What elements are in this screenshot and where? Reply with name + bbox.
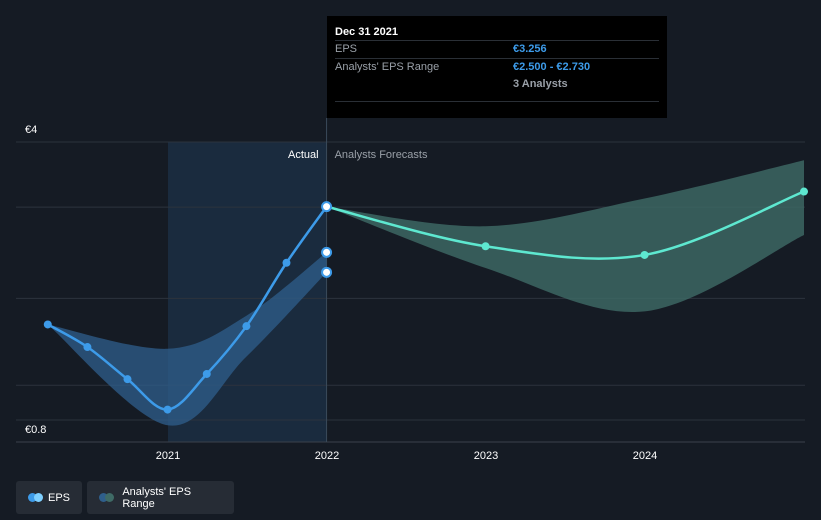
region-labels: Actual Analysts Forecasts <box>288 149 428 161</box>
eps-point <box>43 320 52 329</box>
tooltip-row-analysts: 3 Analysts <box>335 76 659 93</box>
eps-range-endpoint <box>321 266 333 278</box>
legend-eps-label: EPS <box>47 491 70 504</box>
y-tick-bottom: €0.8 <box>25 424 47 436</box>
eps-point <box>83 343 92 352</box>
y-tick-top: €4 <box>25 124 38 136</box>
forecast-point <box>800 187 808 196</box>
eps-point <box>242 322 251 331</box>
eps-point <box>163 405 172 414</box>
data-tooltip: Dec 31 2021 EPS €3.256 Analysts' EPS Ran… <box>327 16 667 118</box>
x-tick-label: 2021 <box>156 450 180 462</box>
eps-legend-icon <box>28 493 43 502</box>
historical-range-band <box>47 252 327 426</box>
forecast-eps-line <box>326 190 805 260</box>
tooltip-eps-label: EPS <box>335 43 358 55</box>
legend-range[interactable]: Analysts' EPS Range <box>87 481 234 514</box>
tooltip-range-value: €2.500 - €2.730 <box>513 61 591 73</box>
forecast-point <box>640 250 649 259</box>
tooltip-analysts: 3 Analysts <box>513 78 568 90</box>
tooltip-eps-value: €3.256 <box>513 43 547 55</box>
x-tick-label: 2022 <box>315 450 339 462</box>
range-legend-icon <box>99 493 114 502</box>
range-areas <box>47 160 804 426</box>
series-points <box>43 187 808 414</box>
eps-point <box>123 375 132 384</box>
legend-eps[interactable]: EPS <box>16 481 82 514</box>
x-axis-ticks: 2021 2022 2023 2024 <box>156 450 657 462</box>
forecast-range-band <box>326 160 804 313</box>
eps-point <box>282 258 291 267</box>
tooltip-divider <box>335 101 659 102</box>
tooltip-range-label: Analysts' EPS Range <box>335 61 440 73</box>
eps-point <box>202 369 211 378</box>
x-tick-label: 2024 <box>633 450 657 462</box>
legend-range-label: Analysts' EPS Range <box>122 485 192 510</box>
eps-point <box>321 201 333 213</box>
actual-label: Actual <box>288 149 319 161</box>
tooltip-row-range: Analysts' EPS Range €2.500 - €2.730 <box>335 58 659 76</box>
tooltip-row-eps: EPS €3.256 <box>335 40 659 58</box>
eps-range-endpoint <box>321 246 333 258</box>
forecast-point <box>481 242 490 251</box>
forecast-label: Analysts Forecasts <box>335 149 428 161</box>
tooltip-date: Dec 31 2021 <box>335 26 398 38</box>
x-tick-label: 2023 <box>474 450 498 462</box>
